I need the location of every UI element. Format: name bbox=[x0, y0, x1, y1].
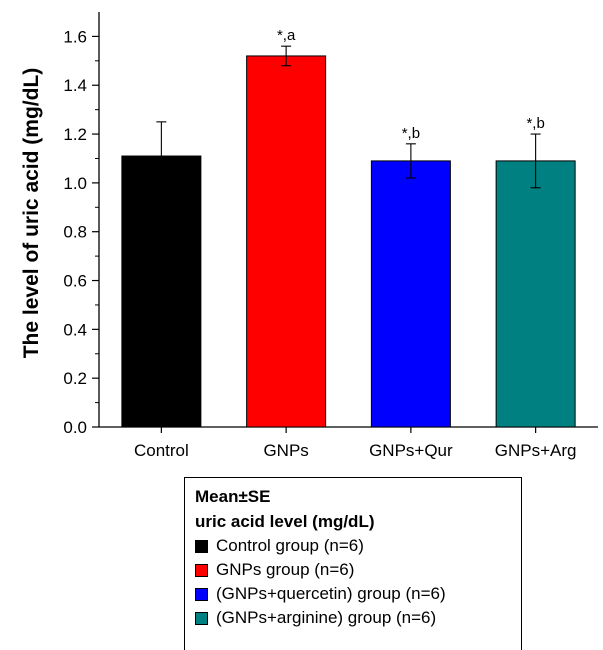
bar-1 bbox=[246, 55, 327, 428]
legend-label-control: Control group (n=6) bbox=[216, 536, 364, 555]
y-axis: 0.0 0.2 0.4 0.6 0.8 1.0 1.2 1.4 1.6 bbox=[63, 12, 100, 437]
legend-label-gnps-arginine: (GNPs+arginine) group (n=6) bbox=[216, 608, 437, 627]
annotations: *,a *,b *,b bbox=[277, 27, 545, 142]
legend-entry-gnps: GNPs group (n=6) bbox=[195, 558, 511, 582]
legend-swatch-gnps-arginine bbox=[195, 611, 208, 625]
y-tick-label: 0.0 bbox=[63, 418, 87, 437]
bar-chart: 0.0 0.2 0.4 0.6 0.8 1.0 1.2 1.4 1.6 Control GNPs G… bbox=[20, 12, 598, 460]
legend-label-gnps: GNPs group (n=6) bbox=[216, 560, 355, 579]
y-tick-label: 1.2 bbox=[63, 125, 87, 144]
legend-entry-gnps-arginine: (GNPs+arginine) group (n=6) bbox=[195, 606, 511, 630]
legend-label-gnps-quercetin: (GNPs+quercetin) group (n=6) bbox=[216, 584, 446, 603]
x-tick-label: GNPs+Arg bbox=[495, 441, 577, 460]
y-tick-label: 0.4 bbox=[63, 320, 87, 339]
y-tick-label: 0.2 bbox=[63, 369, 87, 388]
y-axis-label: The level of uric acid (mg/dL) bbox=[20, 68, 43, 359]
x-tick-label: GNPs bbox=[263, 441, 308, 460]
significance-label-3: *,b bbox=[526, 115, 544, 132]
bar-2 bbox=[370, 160, 451, 428]
x-axis: Control GNPs GNPs+Qur GNPs+Arg bbox=[99, 426, 598, 460]
error-bars bbox=[156, 45, 541, 189]
legend-swatch-gnps-quercetin bbox=[195, 587, 208, 601]
bars bbox=[121, 55, 576, 428]
legend-swatch-control bbox=[195, 539, 208, 553]
y-tick-label: 0.6 bbox=[63, 272, 87, 291]
legend-entry-gnps-quercetin: (GNPs+quercetin) group (n=6) bbox=[195, 582, 511, 606]
legend: Mean±SE uric acid level (mg/dL) Control … bbox=[184, 477, 522, 650]
legend-swatch-gnps bbox=[195, 563, 208, 577]
y-tick-label: 1.0 bbox=[63, 174, 87, 193]
significance-label-1: *,a bbox=[277, 27, 296, 44]
bar-3 bbox=[495, 160, 576, 428]
y-tick-label: 1.6 bbox=[63, 27, 87, 46]
y-tick-label: 0.8 bbox=[63, 223, 87, 242]
x-tick-label: Control bbox=[134, 441, 189, 460]
y-tick-label: 1.4 bbox=[63, 76, 87, 95]
legend-entry-control: Control group (n=6) bbox=[195, 534, 511, 558]
x-tick-label: GNPs+Qur bbox=[369, 441, 453, 460]
significance-label-2: *,b bbox=[402, 125, 420, 142]
legend-title-line-1: Mean±SE bbox=[195, 487, 271, 506]
bar-0 bbox=[121, 155, 202, 428]
legend-title-line-2: uric acid level (mg/dL) bbox=[195, 512, 375, 531]
